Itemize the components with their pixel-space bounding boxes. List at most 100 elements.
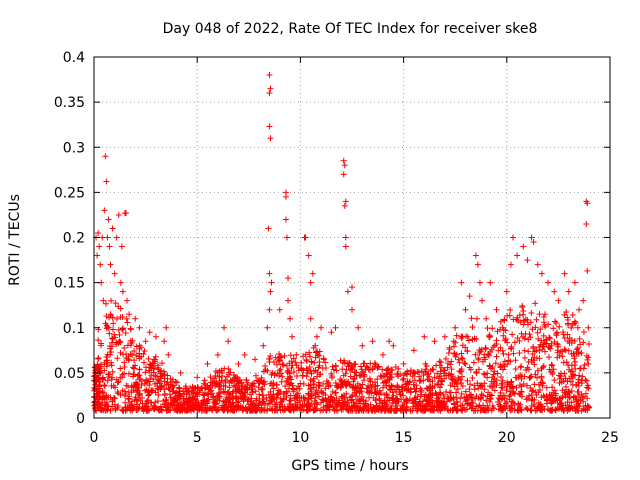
data-point: [191, 384, 198, 391]
data-point: [412, 394, 419, 401]
data-point: [500, 350, 507, 357]
data-point: [342, 243, 349, 250]
data-point: [360, 360, 367, 367]
data-point: [577, 341, 584, 348]
y-axis-title: ROTI / TECUs: [7, 194, 23, 286]
data-point: [176, 388, 183, 395]
data-point: [283, 389, 290, 396]
data-point: [479, 297, 486, 304]
data-point: [516, 382, 523, 389]
data-point: [466, 392, 473, 399]
data-point: [532, 371, 539, 378]
data-point: [175, 384, 182, 391]
data-point: [258, 386, 265, 393]
data-point: [320, 356, 327, 363]
data-point: [366, 377, 373, 384]
data-point: [356, 382, 363, 389]
data-point: [487, 396, 494, 403]
data-point: [322, 359, 329, 366]
data-point: [136, 342, 143, 349]
data-point: [194, 393, 201, 400]
data-point: [462, 388, 469, 395]
data-point: [172, 406, 179, 413]
data-point: [276, 372, 283, 379]
data-point: [398, 405, 405, 412]
data-point: [125, 396, 132, 403]
data-point: [102, 300, 109, 307]
data-point: [298, 407, 305, 414]
data-point: [255, 384, 262, 391]
data-point: [476, 349, 483, 356]
data-point: [562, 402, 569, 409]
data-point: [418, 387, 425, 394]
data-point: [439, 405, 446, 412]
data-point: [455, 356, 462, 363]
data-point: [169, 383, 176, 390]
data-point: [359, 342, 366, 349]
data-point: [569, 311, 576, 318]
data-point: [302, 394, 309, 401]
data-point: [557, 348, 564, 355]
data-point: [381, 372, 388, 379]
data-point: [265, 225, 272, 232]
data-point: [316, 352, 323, 359]
data-point: [552, 390, 559, 397]
y-tick-label: 0.05: [54, 366, 85, 382]
data-point: [470, 359, 477, 366]
data-point: [489, 325, 496, 332]
data-point: [122, 404, 129, 411]
y-tick-label: 0.1: [63, 321, 85, 337]
data-point: [458, 366, 465, 373]
data-point: [163, 382, 170, 389]
data-point: [548, 361, 555, 368]
data-point: [151, 406, 158, 413]
x-tick-label: 20: [498, 430, 516, 446]
data-point: [421, 333, 428, 340]
data-point: [531, 348, 538, 355]
data-point: [404, 371, 411, 378]
data-point: [164, 372, 171, 379]
data-point: [537, 407, 544, 414]
data-point: [266, 72, 273, 79]
data-point: [423, 363, 430, 370]
data-point: [306, 349, 313, 356]
data-point: [163, 324, 170, 331]
data-point: [568, 324, 575, 331]
data-point: [277, 366, 284, 373]
data-point: [165, 404, 172, 411]
data-point: [163, 396, 170, 403]
data-point: [436, 358, 443, 365]
data-point: [575, 382, 582, 389]
data-point: [334, 384, 341, 391]
data-point: [252, 372, 259, 379]
data-point: [497, 344, 504, 351]
data-point: [96, 388, 103, 395]
data-point: [125, 357, 132, 364]
data-point: [448, 366, 455, 373]
data-point: [497, 361, 504, 368]
data-point: [174, 407, 181, 414]
data-point: [392, 400, 399, 407]
data-point: [364, 364, 371, 371]
data-point: [270, 385, 277, 392]
data-point: [437, 390, 444, 397]
data-point: [245, 396, 252, 403]
data-point: [294, 394, 301, 401]
data-point: [481, 407, 488, 414]
data-point: [454, 381, 461, 388]
data-point: [380, 384, 387, 391]
data-point: [343, 401, 350, 408]
data-point: [278, 378, 285, 385]
data-point: [572, 394, 579, 401]
data-point: [494, 328, 501, 335]
data-point: [361, 372, 368, 379]
data-point: [518, 393, 525, 400]
data-point: [436, 384, 443, 391]
data-point: [157, 403, 164, 410]
data-point: [490, 378, 497, 385]
data-point: [487, 395, 494, 402]
data-point: [505, 357, 512, 364]
data-point: [103, 357, 110, 364]
data-point: [537, 341, 544, 348]
data-point: [103, 313, 110, 320]
